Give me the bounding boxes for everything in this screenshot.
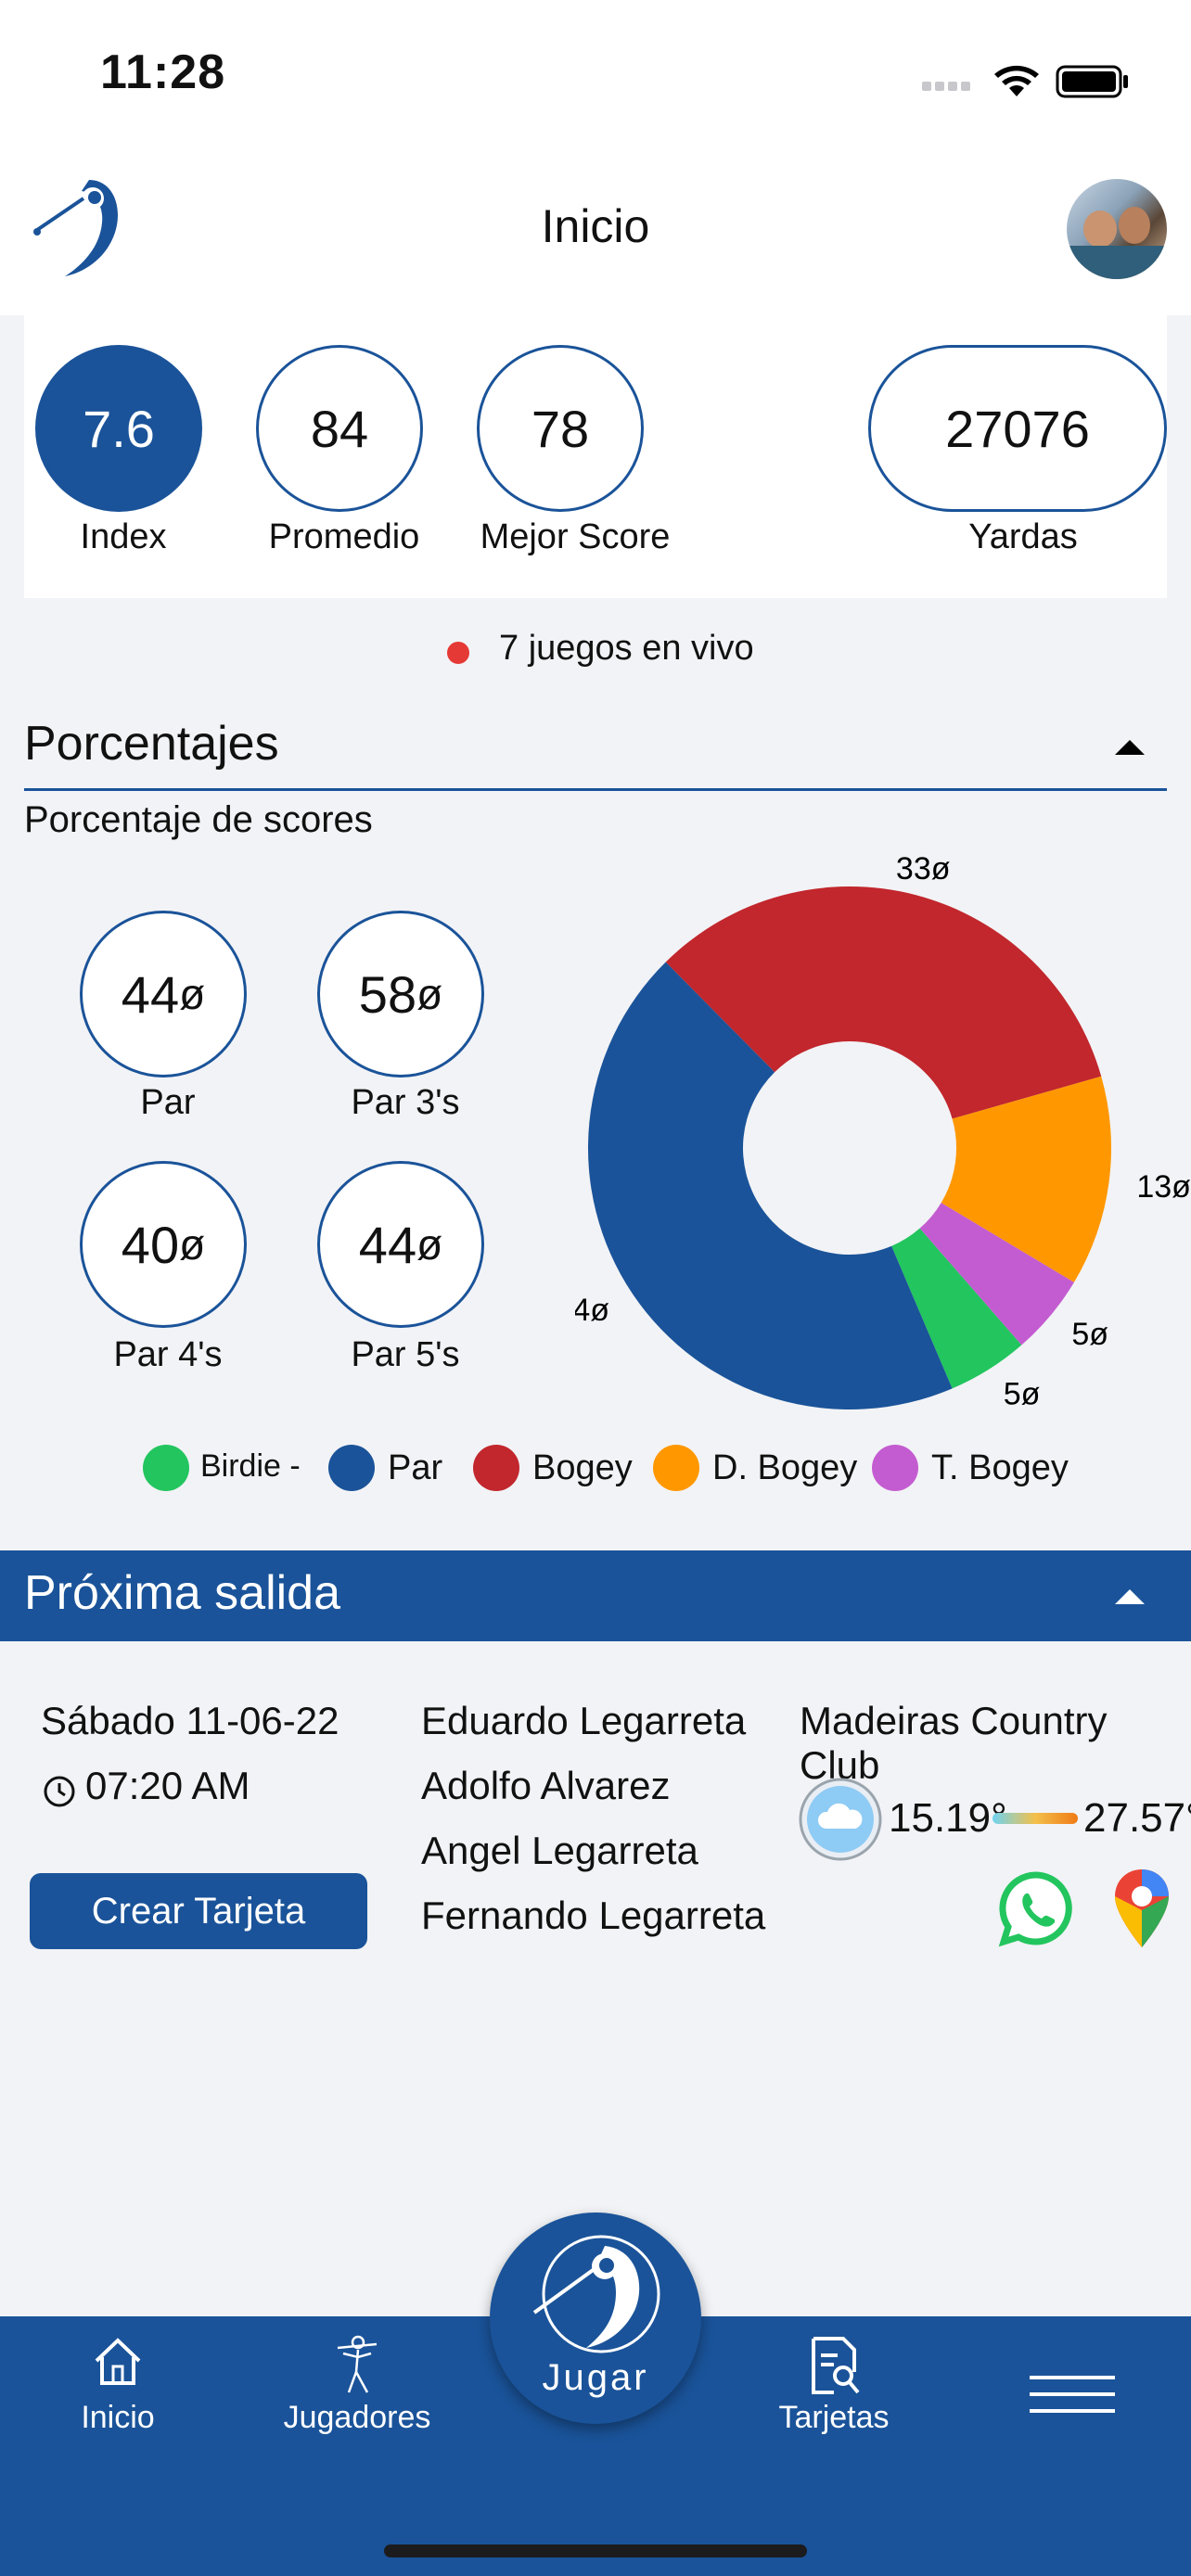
player-name: Angel Legarreta <box>421 1829 698 1872</box>
par-percent-circle[interactable]: 44 ø <box>80 911 247 1078</box>
legend-dot <box>328 1445 375 1491</box>
nav-item-tarjetas[interactable]: Tarjetas <box>764 2335 903 2446</box>
temp-range-bar <box>992 1813 1078 1824</box>
par3-percent-circle[interactable]: 58 ø <box>317 911 484 1078</box>
section-divider <box>24 788 1167 791</box>
salida-date: Sábado 11-06-22 <box>41 1699 339 1742</box>
donut-slice-birdie[interactable] <box>891 1228 1022 1389</box>
crear-tarjeta-button[interactable]: Crear Tarjeta <box>30 1873 367 1949</box>
page-title: Inicio <box>541 200 650 252</box>
battery-icon <box>1056 65 1128 98</box>
salida-time: 07:20 AM <box>85 1764 250 1807</box>
nav-item-jugadores[interactable]: Jugadores <box>278 2335 436 2446</box>
score-donut-chart: 33ø 13ø 5ø 5ø 44ø <box>575 851 1191 1409</box>
whatsapp-icon[interactable] <box>996 1869 1074 1947</box>
golf-ball-logo-icon <box>532 2235 660 2353</box>
par5-percent-circle[interactable]: 44 ø <box>317 1161 484 1328</box>
scorecard-icon <box>812 2337 860 2394</box>
legend-label: Par <box>388 1448 443 1487</box>
promedio-label: Promedio <box>268 517 420 556</box>
proxima-salida-header[interactable]: Próxima salida <box>0 1550 1191 1641</box>
par5-percent-label: Par 5's <box>351 1335 460 1374</box>
temp-max: 27.57° <box>1083 1795 1191 1841</box>
app-logo-icon[interactable] <box>33 174 126 278</box>
legend-dot <box>473 1445 519 1491</box>
par5-percent-value: 44 <box>358 1215 417 1274</box>
donut-data-label: 13ø <box>1136 1169 1191 1205</box>
home-icon <box>95 2338 141 2385</box>
donut-data-label: 5ø <box>1004 1376 1041 1409</box>
cloud-weather-icon <box>799 1778 882 1861</box>
player-name: Adolfo Alvarez <box>421 1764 671 1807</box>
live-dot <box>447 642 469 664</box>
clock-icon <box>44 1776 75 1807</box>
jugar-label: Jugar <box>542 2357 649 2398</box>
percent-sign-icon: ø <box>179 970 206 1018</box>
legend-dot <box>872 1445 918 1491</box>
promedio-circle[interactable]: 84 <box>256 345 423 512</box>
par4-percent-circle[interactable]: 40 ø <box>80 1161 247 1328</box>
percent-sign-icon: ø <box>416 970 443 1018</box>
donut-slice-d-bogey[interactable] <box>941 1076 1111 1282</box>
legend-dot <box>143 1445 189 1491</box>
donut-slice-bogey[interactable] <box>665 886 1102 1119</box>
legend-label: D. Bogey <box>712 1448 858 1487</box>
status-icons <box>922 65 1128 98</box>
wifi-icon <box>994 65 1039 96</box>
legend-label: Bogey <box>532 1448 633 1487</box>
player-name: Fernando Legarreta <box>421 1894 766 1937</box>
donut-data-label: 5ø <box>1071 1317 1108 1352</box>
percent-sign-icon: ø <box>179 1220 206 1269</box>
nav-label-inicio: Inicio <box>81 2400 155 2435</box>
par3-percent-value: 58 <box>358 964 417 1024</box>
percent-sign-icon: ø <box>416 1220 443 1269</box>
legend-label: T. Bogey <box>931 1448 1069 1487</box>
map-pin-icon[interactable] <box>1113 1868 1171 1949</box>
status-time: 11:28 <box>100 45 226 99</box>
hamburger-menu-icon[interactable] <box>1030 2374 1115 2415</box>
nav-label-tarjetas: Tarjetas <box>778 2400 890 2435</box>
cellular-icon <box>922 82 970 91</box>
legend-label: Birdie - <box>200 1448 301 1484</box>
collapse-chevron-icon[interactable] <box>1115 1588 1145 1606</box>
index-circle[interactable]: 7.6 <box>35 345 202 512</box>
live-games-text[interactable]: 7 juegos en vivo <box>499 629 754 668</box>
golfer-icon <box>337 2335 378 2393</box>
yardas-label: Yardas <box>968 517 1078 556</box>
donut-slice-t-bogey[interactable] <box>919 1203 1074 1345</box>
yardas-pill[interactable]: 27076 <box>868 345 1167 512</box>
player-name: Eduardo Legarreta <box>421 1699 747 1742</box>
home-indicator <box>384 2544 807 2557</box>
nav-item-inicio[interactable]: Inicio <box>56 2335 180 2446</box>
par4-percent-value: 40 <box>121 1215 180 1274</box>
donut-data-label: 44ø <box>575 1293 609 1328</box>
porcentajes-subtitle: Porcentaje de scores <box>24 799 373 840</box>
legend-dot <box>653 1445 699 1491</box>
donut-slice-par[interactable] <box>588 962 953 1409</box>
par4-percent-label: Par 4's <box>113 1335 223 1374</box>
mejor-score-circle[interactable]: 78 <box>477 345 644 512</box>
avatar[interactable] <box>1067 179 1167 279</box>
nav-label-jugadores: Jugadores <box>283 2400 431 2435</box>
collapse-chevron-icon[interactable] <box>1115 738 1145 757</box>
index-label: Index <box>80 517 167 556</box>
par-percent-value: 44 <box>121 964 180 1024</box>
porcentajes-title: Porcentajes <box>24 717 279 771</box>
temp-min: 15.19° <box>889 1795 1007 1841</box>
jugar-button[interactable]: Jugar <box>490 2213 701 2424</box>
mejor-score-label: Mejor Score <box>480 517 671 556</box>
club-name: Madeiras Country Club <box>800 1699 1108 1787</box>
status-bar: 11:28 <box>0 0 1191 158</box>
par-percent-label: Par <box>140 1083 196 1122</box>
header <box>0 158 1191 315</box>
par3-percent-label: Par 3's <box>351 1083 460 1122</box>
donut-data-label: 33ø <box>896 851 951 886</box>
stats-card: 7.6 Index 84 Promedio 78 Mejor Score 270… <box>24 315 1167 598</box>
proxima-salida-title: Próxima salida <box>24 1566 341 1620</box>
